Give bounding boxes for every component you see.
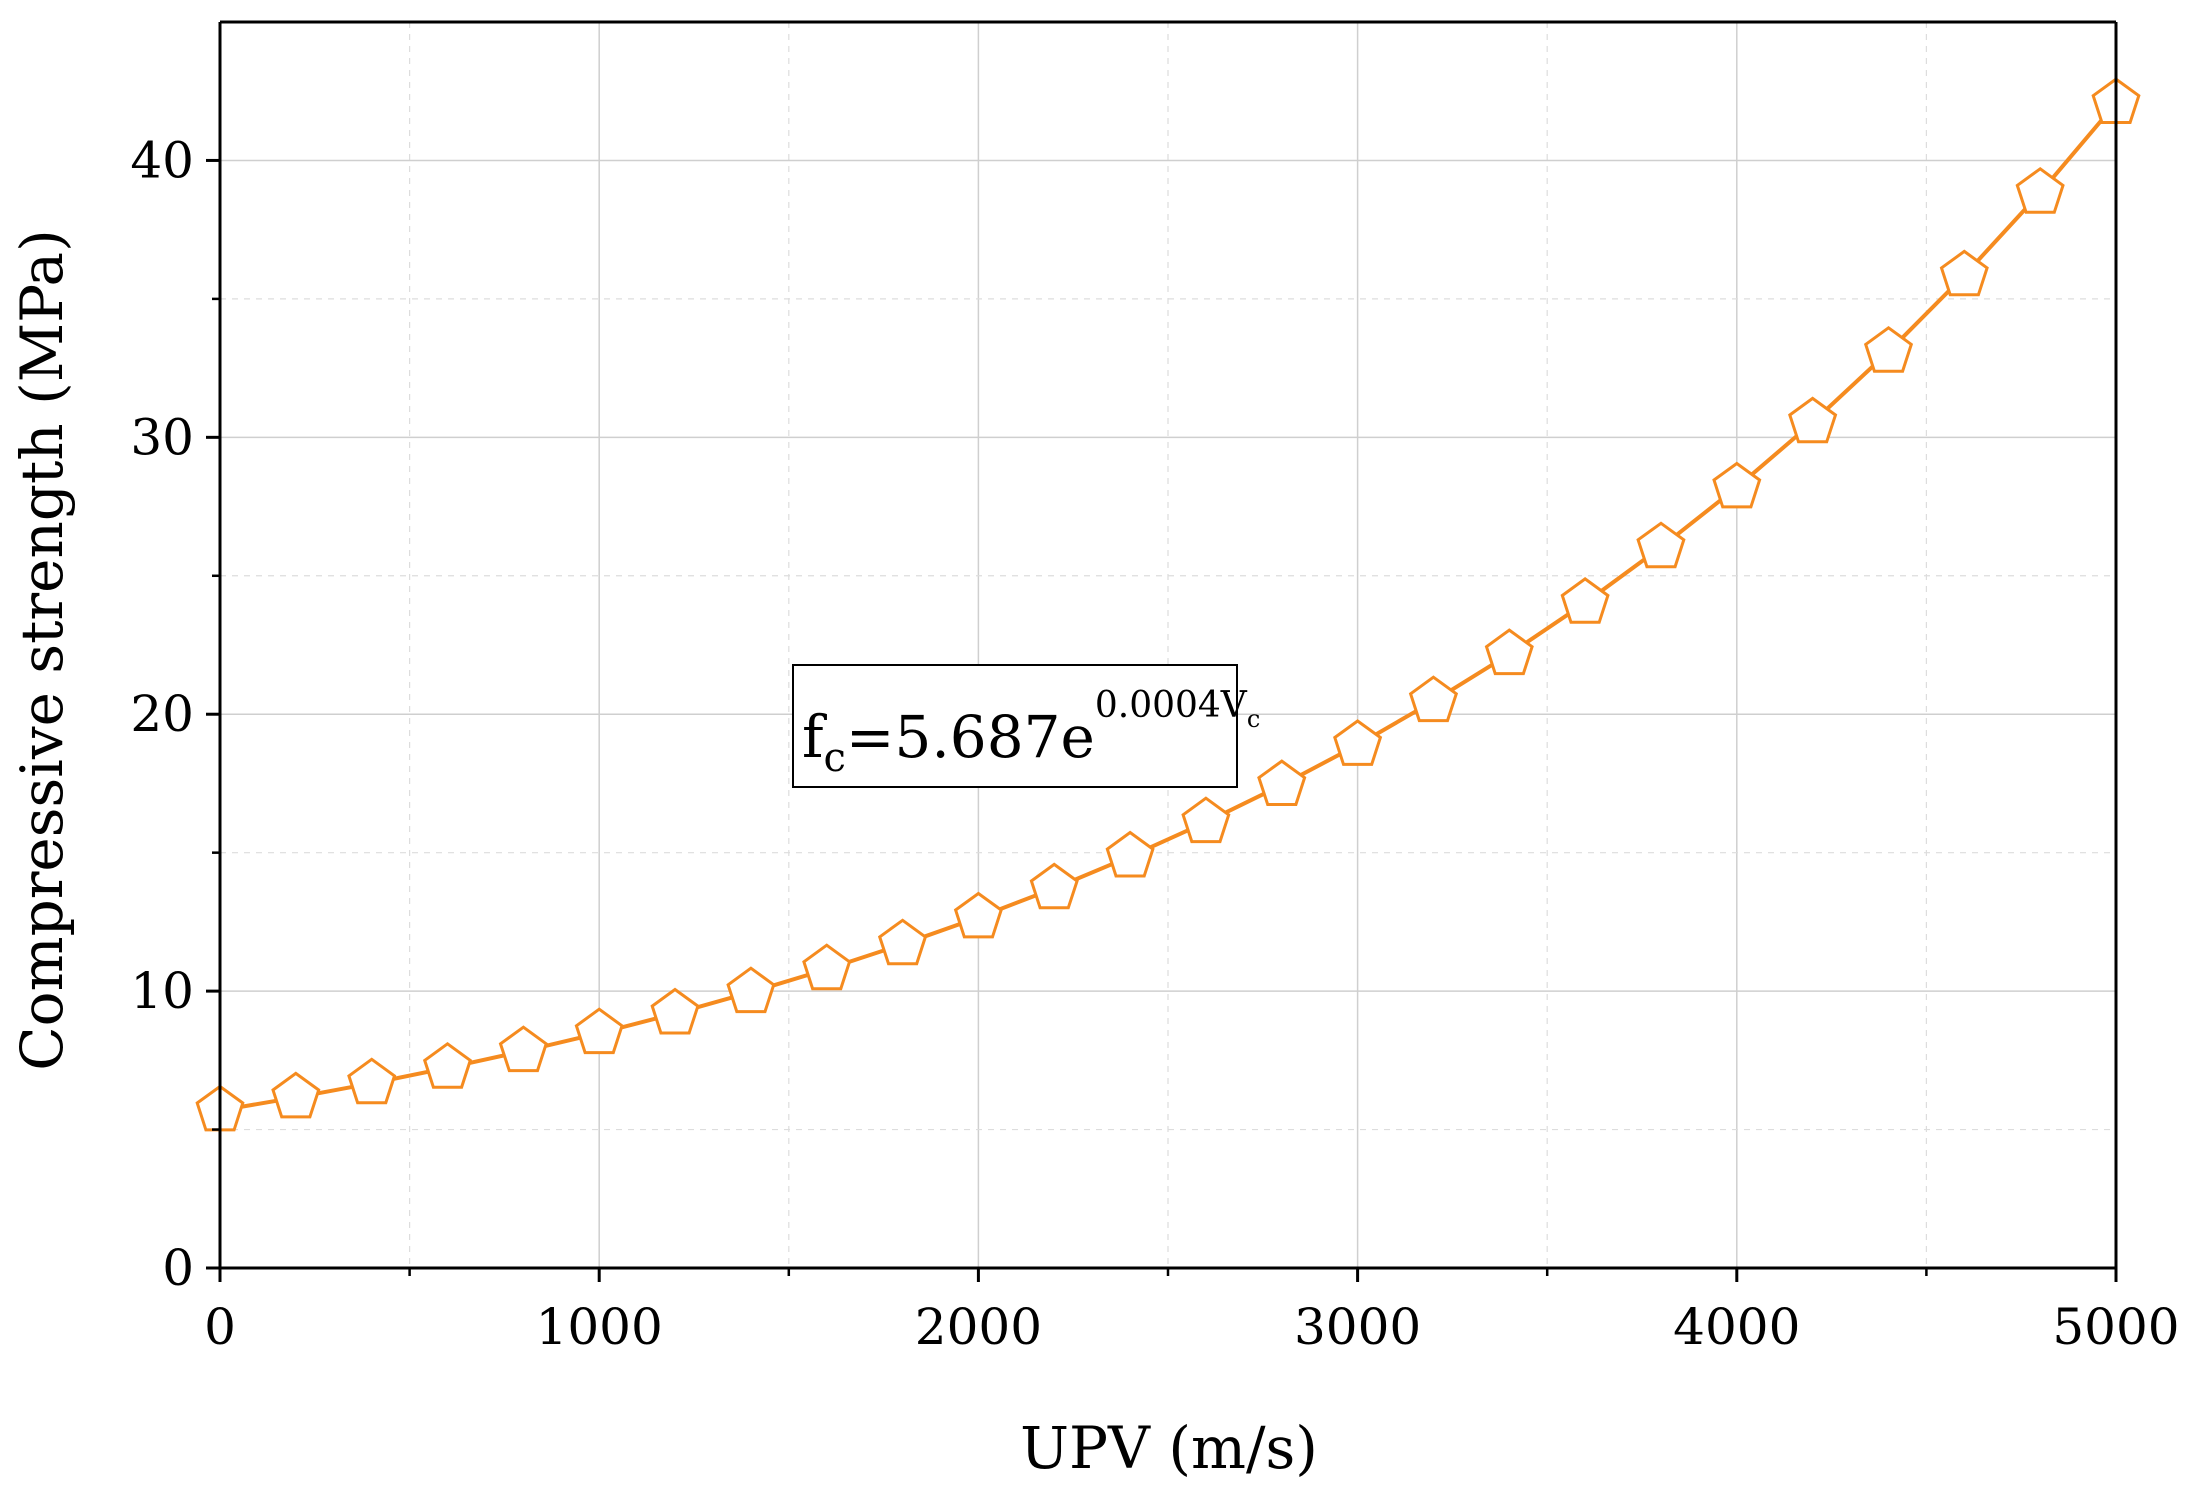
data-point [1408, 675, 1459, 723]
data-point [650, 987, 700, 1035]
data-point [422, 1041, 473, 1089]
eq-base: f [802, 703, 827, 771]
data-point [1560, 577, 1610, 624]
data-point [1181, 796, 1231, 844]
x-tick-label: 1000 [536, 1298, 663, 1356]
series-layer [195, 77, 2141, 1132]
x-tick-label: 3000 [1294, 1298, 1421, 1356]
data-point [1788, 396, 1838, 444]
data-point [1939, 249, 1989, 297]
y-tick-label: 40 [130, 131, 194, 189]
data-point [1105, 830, 1155, 878]
eq-exp: 0.0004V [1095, 685, 1248, 726]
grid [220, 22, 2116, 1268]
data-point [574, 1007, 624, 1055]
data-point [802, 943, 852, 991]
data-point [1863, 325, 1914, 373]
axes [206, 20, 2118, 1282]
data-point [953, 891, 1003, 939]
x-tick-label: 0 [204, 1298, 236, 1356]
y-tick-label: 30 [130, 408, 194, 466]
eq-base-sub: c [823, 735, 845, 781]
data-point [877, 918, 928, 966]
x-axis-title: UPV (m/s) [1020, 1414, 1318, 1482]
data-point [498, 1025, 548, 1073]
y-axis-title: Compressive strength (MPa) [8, 229, 76, 1070]
y-tick-label: 0 [162, 1239, 194, 1297]
data-point [271, 1071, 321, 1119]
data-point [2015, 166, 2065, 214]
equation-text: fc=5.687e0.0004Vc [802, 685, 1260, 781]
data-point [1484, 628, 1534, 676]
eq-exp-sub: c [1247, 705, 1260, 733]
x-tick-label: 2000 [915, 1298, 1042, 1356]
eq-mid: =5.687e [846, 703, 1095, 771]
data-point [1712, 461, 1762, 509]
y-tick-label: 20 [130, 685, 194, 743]
tick-labels: 0 1000 2000 3000 4000 5000 0 10 20 30 40 [130, 131, 2179, 1356]
data-point [1636, 521, 1686, 569]
x-tick-label: 5000 [2052, 1298, 2179, 1356]
data-point [726, 966, 776, 1014]
data-point [1333, 719, 1383, 766]
data-point [1029, 862, 1079, 910]
data-point [1257, 759, 1307, 806]
y-tick-label: 10 [130, 962, 194, 1020]
x-tick-label: 4000 [1673, 1298, 1800, 1356]
equation-box [792, 664, 1238, 788]
equation-annotation: fc=5.687e0.0004Vc [792, 664, 1260, 788]
data-point [347, 1057, 397, 1105]
